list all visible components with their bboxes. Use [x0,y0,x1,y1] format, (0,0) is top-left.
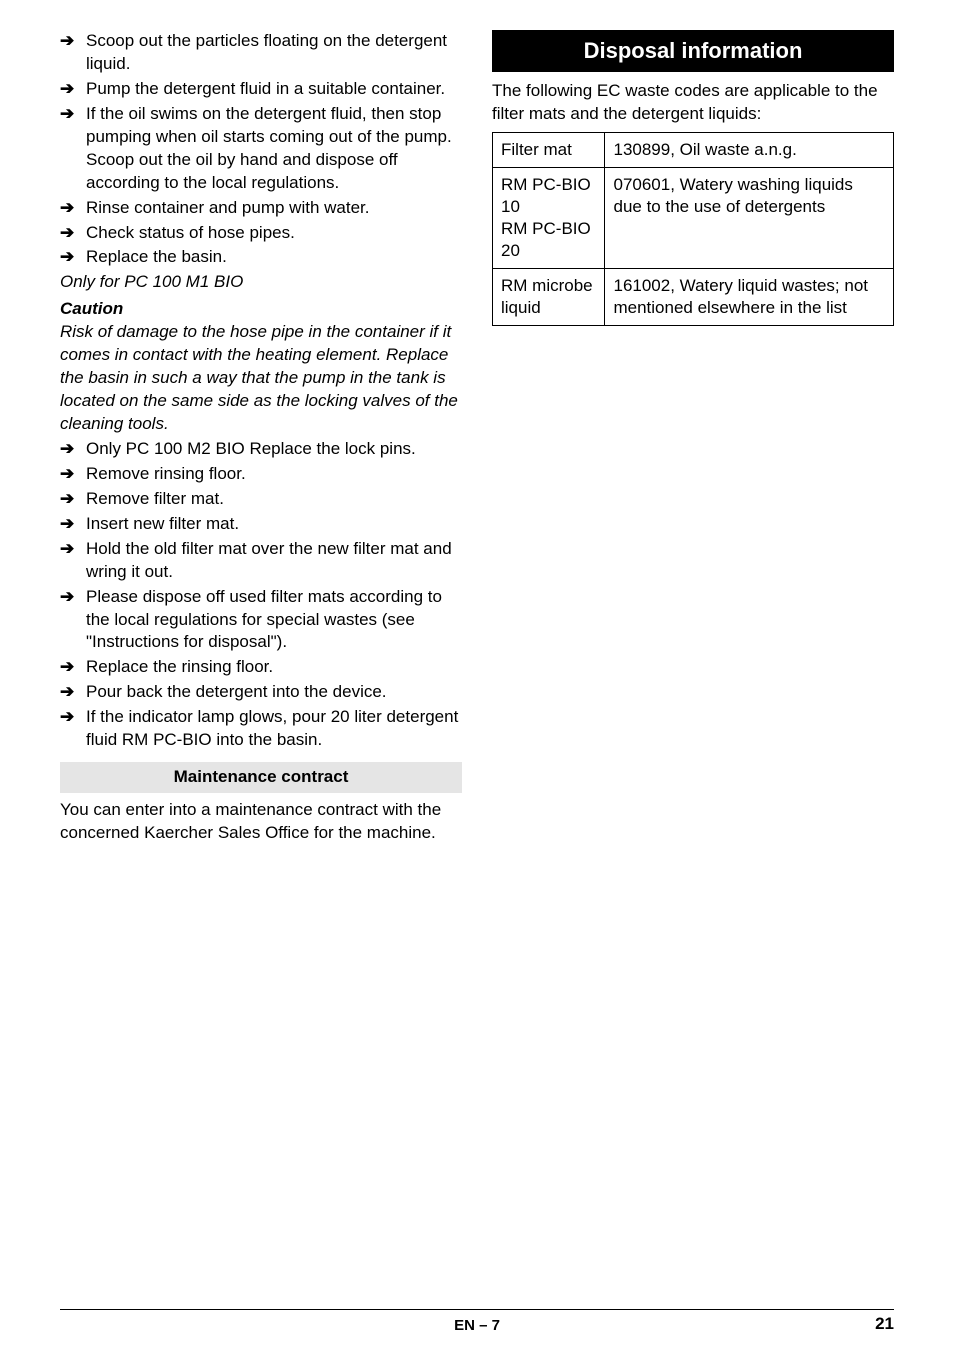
disposal-heading: Disposal information [492,30,894,72]
list-item: ➔ Replace the rinsing floor. [60,656,462,679]
right-column: Disposal information The following EC wa… [492,30,894,845]
list-item: ➔ Insert new filter mat. [60,513,462,536]
arrow-icon: ➔ [60,488,74,511]
list-item: ➔ Please dispose off used filter mats acc… [60,586,462,655]
list-item: ➔ Rinse container and pump with water. [60,197,462,220]
waste-codes-table: Filter mat130899, Oil waste a.n.g.RM PC-… [492,132,894,327]
arrow-icon: ➔ [60,681,74,704]
table-cell: RM PC-BIO 10 RM PC-BIO 20 [493,167,605,268]
list-item-text: Only PC 100 M2 BIO Replace the lock pins… [86,439,416,458]
table-cell: RM microbe liquid [493,269,605,326]
list-item: ➔ Pump the detergent fluid in a suitable … [60,78,462,101]
disposal-intro: The following EC waste codes are applica… [492,80,894,126]
arrow-icon: ➔ [60,30,74,53]
list-item-text: Pour back the detergent into the device. [86,682,387,701]
list-item-text: If the oil swims on the detergent fluid,… [86,104,452,192]
two-column-layout: ➔ Scoop out the particles floating on the… [60,30,894,845]
arrow-icon: ➔ [60,513,74,536]
page-number: 21 [875,1314,894,1334]
list-item: ➔ Replace the basin. [60,246,462,269]
footer-center: EN – 7 [60,1317,894,1334]
table-row: RM PC-BIO 10 RM PC-BIO 20070601, Watery … [493,167,894,268]
table-cell: 130899, Oil waste a.n.g. [605,132,894,167]
list-item: ➔ Check status of hose pipes. [60,222,462,245]
arrow-icon: ➔ [60,706,74,729]
list-item-text: Remove filter mat. [86,489,224,508]
page: ➔ Scoop out the particles floating on the… [0,0,954,1354]
arrow-icon: ➔ [60,438,74,461]
arrow-icon: ➔ [60,246,74,269]
arrow-icon: ➔ [60,586,74,609]
list-item: ➔ Pour back the detergent into the device… [60,681,462,704]
caution-text: Risk of damage to the hose pipe in the c… [60,321,462,436]
maintenance-text: You can enter into a maintenance contrac… [60,799,462,845]
arrow-icon: ➔ [60,656,74,679]
list-item-text: Replace the basin. [86,247,227,266]
bullet-list-2: ➔ Only PC 100 M2 BIO Replace the lock pin… [60,438,462,752]
list-item: ➔ Remove filter mat. [60,488,462,511]
table-row: Filter mat130899, Oil waste a.n.g. [493,132,894,167]
list-item: ➔ If the oil swims on the detergent fluid… [60,103,462,195]
table-row: RM microbe liquid161002, Watery liquid w… [493,269,894,326]
arrow-icon: ➔ [60,103,74,126]
only-for-note: Only for PC 100 M1 BIO [60,271,462,294]
list-item-text: Rinse container and pump with water. [86,198,370,217]
table-cell: 070601, Watery washing liquids due to th… [605,167,894,268]
list-item-text: Hold the old filter mat over the new fil… [86,539,452,581]
list-item: ➔ Scoop out the particles floating on the… [60,30,462,76]
left-column: ➔ Scoop out the particles floating on the… [60,30,462,845]
list-item-text: Insert new filter mat. [86,514,239,533]
footer-divider [60,1309,894,1310]
list-item-text: Scoop out the particles floating on the … [86,31,447,73]
arrow-icon: ➔ [60,222,74,245]
list-item: ➔ Hold the old filter mat over the new fi… [60,538,462,584]
list-item-text: Remove rinsing floor. [86,464,246,483]
arrow-icon: ➔ [60,538,74,561]
list-item-text: Pump the detergent fluid in a suitable c… [86,79,445,98]
arrow-icon: ➔ [60,463,74,486]
table-cell: Filter mat [493,132,605,167]
list-item-text: Please dispose off used filter mats acco… [86,587,442,652]
arrow-icon: ➔ [60,197,74,220]
table-cell: 161002, Watery liquid wastes; not mentio… [605,269,894,326]
list-item-text: If the indicator lamp glows, pour 20 lit… [86,707,458,749]
list-item-text: Replace the rinsing floor. [86,657,273,676]
bullet-list-1: ➔ Scoop out the particles floating on the… [60,30,462,269]
list-item: ➔ If the indicator lamp glows, pour 20 li… [60,706,462,752]
maintenance-heading: Maintenance contract [60,762,462,793]
arrow-icon: ➔ [60,78,74,101]
list-item: ➔ Only PC 100 M2 BIO Replace the lock pin… [60,438,462,461]
list-item: ➔ Remove rinsing floor. [60,463,462,486]
caution-label: Caution [60,298,462,321]
list-item-text: Check status of hose pipes. [86,223,295,242]
